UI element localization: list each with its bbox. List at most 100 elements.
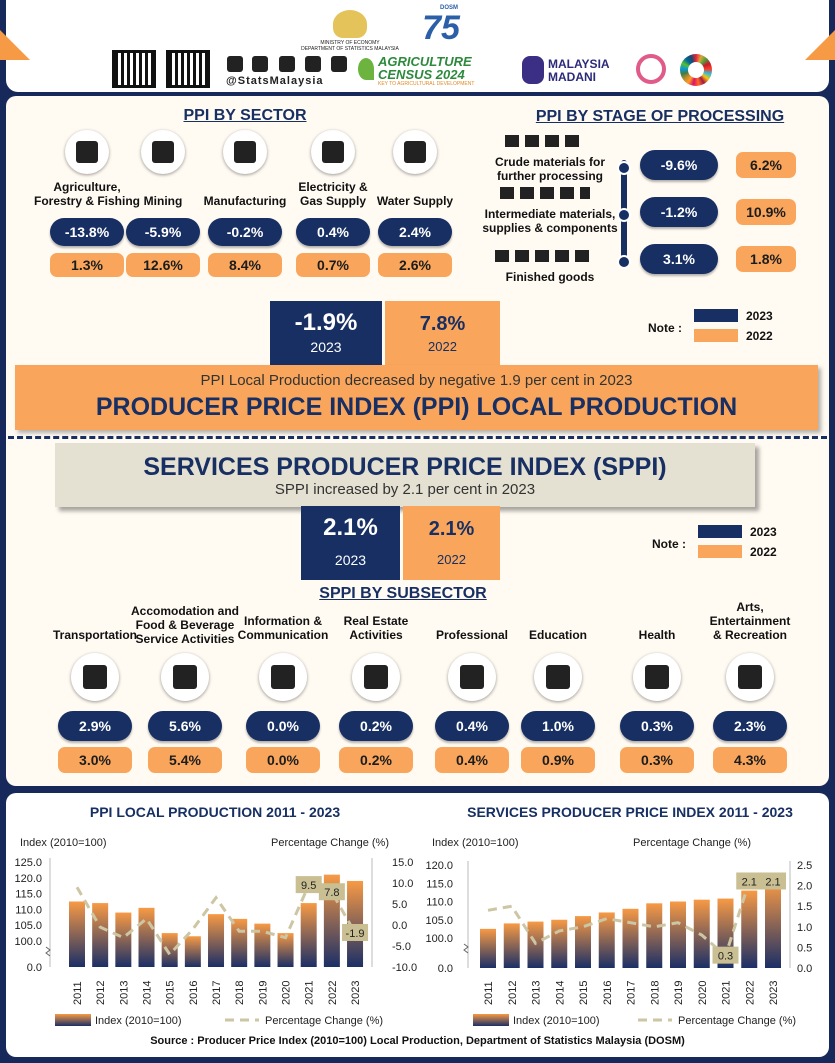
social-icon (279, 56, 295, 72)
summary-2023-value: -1.9% (294, 309, 358, 336)
value-pill-2022: 1.8% (736, 246, 796, 272)
bar (69, 901, 85, 967)
icon-glyph (404, 141, 426, 163)
y-tick-label: 0.0 (27, 962, 42, 974)
bar (208, 914, 225, 967)
chart-title: PPI LOCAL PRODUCTION 2011 - 2023 (90, 804, 340, 820)
value-pill-2023: -5.9% (126, 218, 200, 246)
section-title: PPI BY SECTOR (183, 107, 307, 124)
stage-icon (500, 187, 590, 199)
bar (741, 890, 758, 968)
x-tick-label: 2023 (768, 981, 780, 1005)
y-tick-label: 120.0 (425, 860, 453, 872)
axis-break (45, 946, 51, 957)
x-tick-label: 2019 (673, 981, 685, 1005)
stage-name: Crude materials for further processing (494, 155, 606, 183)
y-tick-label: 115.0 (426, 878, 453, 890)
bar (670, 901, 686, 968)
bar (622, 908, 639, 968)
source-note: Source : Producer Price Index (2010=100)… (150, 1035, 685, 1047)
y2-tick-label: -5.0 (392, 941, 411, 953)
value-pill-2023: 1.0% (521, 711, 595, 741)
axis-break (463, 943, 469, 954)
value-label: 7.8 (324, 887, 339, 899)
legend-swatch (473, 1014, 509, 1026)
summary-2023-box: 2.1% 2023 (301, 506, 400, 580)
bar (575, 916, 591, 968)
sppi-banner (55, 443, 755, 507)
y2-tick-label: 15.0 (392, 857, 413, 869)
bar (184, 936, 201, 967)
subsector-name: Arts, Entertainment & Recreation (709, 600, 791, 642)
value-pill-2022: 6.2% (736, 152, 796, 178)
value-pill-2023: 0.0% (246, 711, 320, 741)
legend-label: 2022 (746, 329, 773, 343)
social-icon (331, 56, 347, 72)
x-tick-label: 2022 (744, 981, 756, 1005)
value-pill-2023: 2.4% (378, 218, 452, 246)
value-pill-2022: 8.4% (208, 253, 282, 277)
department-name: DEPARTMENT OF STATISTICS MALAYSIA (301, 46, 399, 52)
x-tick-label: 2018 (234, 981, 246, 1005)
corner-triangle (0, 30, 30, 60)
sppi-banner-title: SERVICES PRODUCER PRICE INDEX (SPPI) (143, 453, 667, 481)
madani-logo (522, 56, 544, 84)
summary-2022-year: 2022 (428, 339, 457, 354)
value-label-box (760, 872, 786, 890)
x-tick-label: 2011 (483, 981, 495, 1005)
x-tick-label: 2018 (649, 981, 661, 1005)
ppi-statement: PPI Local Production decreased by negati… (200, 372, 633, 389)
value-pill-2022: 0.7% (296, 253, 370, 277)
legend-label: Index (2010=100) (95, 1015, 182, 1027)
value-pill-2022: 12.6% (126, 253, 200, 277)
anniversary-logo: 75 (422, 9, 460, 47)
legend-swatch (698, 545, 742, 558)
value-label: 0.3 (718, 951, 733, 963)
x-tick-label: 2011 (72, 981, 84, 1005)
value-pill-2022: 0.9% (521, 747, 595, 773)
x-tick-label: 2021 (304, 981, 316, 1005)
social-handle: @StatsMalaysia (226, 75, 324, 87)
value-pill-2022: 10.9% (736, 199, 796, 225)
y2-tick-label: -10.0 (392, 962, 417, 974)
subsector-name: Information & Communication (237, 614, 329, 642)
value-pill-2022: 3.0% (58, 747, 132, 773)
charts: PPI LOCAL PRODUCTION 2011 - 2023 Index (2… (14, 804, 812, 1027)
x-tick-label: 2015 (165, 981, 177, 1005)
sector-name: Water Supply (376, 194, 454, 208)
value-label: 9.5 (301, 880, 316, 892)
summary-2022-box: 7.8% 2022 (385, 301, 500, 367)
bar (161, 933, 178, 967)
value-pill-2023: -1.2% (640, 197, 718, 227)
legend-label: Index (2010=100) (513, 1015, 600, 1027)
bar (138, 907, 155, 967)
y-tick-label: 110.0 (15, 904, 42, 916)
y-axis-label: Index (2010=100) (20, 837, 107, 849)
legend-swatch (55, 1014, 91, 1026)
qr-code (166, 50, 210, 88)
subsector-name: Transportation (52, 628, 137, 642)
icon-glyph (546, 665, 570, 689)
value-pill-2022: 5.4% (148, 747, 222, 773)
bar (300, 903, 317, 967)
corner-triangle (805, 30, 835, 60)
census-tagline: KEY TO AGRICULTURAL DEVELOPMENT (378, 81, 475, 87)
bar (115, 912, 132, 967)
value-label: 2.1 (742, 876, 757, 888)
y2-tick-label: 5.0 (392, 899, 407, 911)
value-pill-2023: 2.9% (58, 711, 132, 741)
value-label-box (736, 872, 763, 890)
icon-glyph (738, 665, 762, 689)
summary-2022-year: 2022 (437, 552, 466, 567)
legend-label: 2023 (746, 309, 773, 323)
sector-name: Manufacturing (203, 194, 287, 208)
value-label-box (342, 923, 369, 941)
note-label: Note : (652, 537, 686, 551)
x-tick-label: 2016 (188, 981, 200, 1005)
y2-tick-label: 1.5 (797, 901, 812, 913)
note-label: Note : (648, 321, 682, 335)
value-label-box (318, 883, 345, 901)
stage-icon (505, 135, 585, 147)
x-tick-label: 2021 (721, 981, 733, 1005)
legend-label: 2022 (750, 545, 777, 559)
